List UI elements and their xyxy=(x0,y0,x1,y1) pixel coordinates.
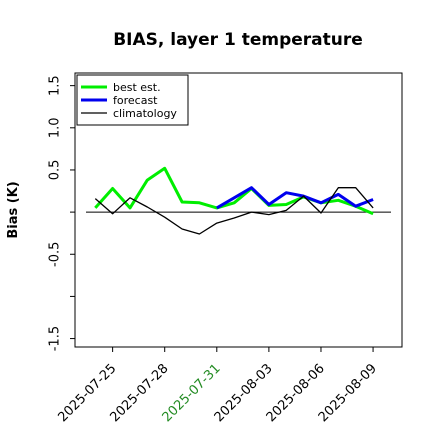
y-tick-label: -0.5 xyxy=(48,242,63,267)
plot-frame xyxy=(74,72,403,348)
plot-area xyxy=(86,166,391,235)
legend-label: climatology xyxy=(113,107,177,120)
y-axis-label: Bias (K) xyxy=(6,181,21,238)
legend-label: best est. xyxy=(113,81,161,94)
y-tick-label: -1.5 xyxy=(48,326,63,351)
y-tick-label: 1.5 xyxy=(48,75,63,96)
series-line-best-est xyxy=(94,166,374,216)
series-line-forecast xyxy=(216,186,374,210)
legend-label: forecast xyxy=(113,94,158,107)
y-tick-label: 1.0 xyxy=(48,117,63,138)
chart-title: BIAS, layer 1 temperature xyxy=(113,30,363,50)
y-tick-label: 0.5 xyxy=(48,160,63,181)
series-line-climatology xyxy=(94,187,374,235)
